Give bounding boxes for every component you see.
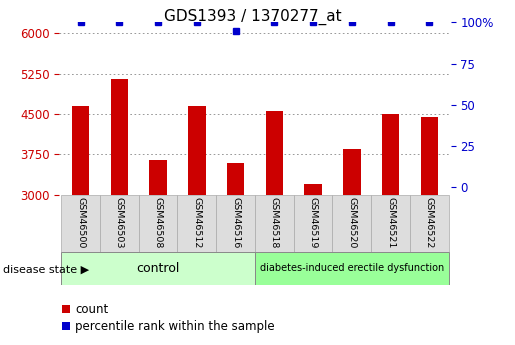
Text: GSM46521: GSM46521 <box>386 197 395 248</box>
Bar <box>227 162 244 195</box>
Text: diabetes-induced erectile dysfunction: diabetes-induced erectile dysfunction <box>260 263 444 273</box>
Text: GSM46516: GSM46516 <box>231 197 240 248</box>
Bar <box>382 114 399 195</box>
Text: GSM46519: GSM46519 <box>308 197 318 248</box>
FancyBboxPatch shape <box>100 195 139 252</box>
FancyBboxPatch shape <box>332 195 371 252</box>
Bar <box>188 106 205 195</box>
Text: GSM46508: GSM46508 <box>153 197 163 248</box>
Text: GSM46500: GSM46500 <box>76 197 85 248</box>
Bar <box>304 184 322 195</box>
Text: GSM46520: GSM46520 <box>347 197 356 248</box>
Text: GSM46503: GSM46503 <box>115 197 124 248</box>
FancyBboxPatch shape <box>255 195 294 252</box>
FancyBboxPatch shape <box>371 195 410 252</box>
FancyBboxPatch shape <box>255 252 449 285</box>
Bar <box>266 111 283 195</box>
FancyBboxPatch shape <box>216 195 255 252</box>
Text: GSM46518: GSM46518 <box>270 197 279 248</box>
FancyBboxPatch shape <box>139 195 178 252</box>
Bar <box>343 149 360 195</box>
Text: GSM46522: GSM46522 <box>425 197 434 248</box>
Text: control: control <box>136 262 180 275</box>
Bar <box>72 106 89 195</box>
Bar <box>149 160 167 195</box>
Text: GSM46512: GSM46512 <box>192 197 201 248</box>
FancyBboxPatch shape <box>61 252 255 285</box>
FancyBboxPatch shape <box>410 195 449 252</box>
FancyBboxPatch shape <box>294 195 332 252</box>
Text: GDS1393 / 1370277_at: GDS1393 / 1370277_at <box>164 9 341 25</box>
Text: disease state ▶: disease state ▶ <box>3 265 89 275</box>
FancyBboxPatch shape <box>61 195 100 252</box>
Legend: count, percentile rank within the sample: count, percentile rank within the sample <box>57 298 280 337</box>
Bar <box>111 79 128 195</box>
Bar <box>421 117 438 195</box>
FancyBboxPatch shape <box>178 195 216 252</box>
